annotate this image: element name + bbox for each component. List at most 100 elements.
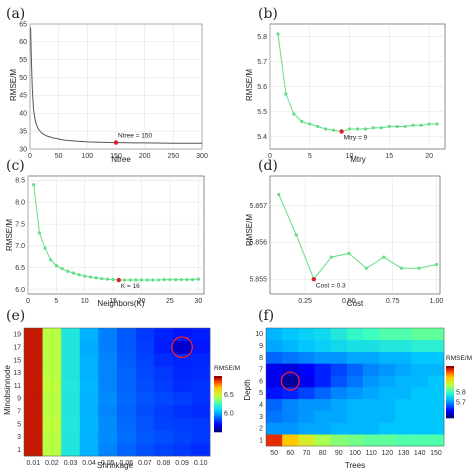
panel-e-heatmap-cell (154, 404, 174, 418)
panel-d-xlabel: Cost (347, 299, 364, 308)
panel-f-xtick-label: 150 (430, 450, 442, 457)
panel-f-colorbar-segment (446, 366, 454, 369)
panel-e-heatmap-cell (135, 430, 155, 444)
panel-c-plot: 6.0 6.5 7.0 7.5 8.0 8.5 0 5 10 15 20 25 30 K = 16 (15, 175, 205, 305)
panel-a-series-line (30, 27, 202, 144)
panel-f-colorbar-segment (446, 385, 454, 388)
panel-e-heatmap-cell (79, 379, 99, 393)
panel-f-ytick-label: 6 (259, 378, 263, 385)
panel-f-heatmap-cell (330, 422, 348, 435)
panel-b-xtick-label: 20 (425, 153, 433, 160)
panel-d-data-point (329, 255, 333, 259)
panel-e-heatmap-cell (135, 392, 155, 406)
panel-d-data-point (277, 192, 281, 197)
panel-f-heatmap-cell (314, 328, 332, 341)
panel-e-xtick-label: 0.09 (175, 460, 189, 467)
panel-b-data-point (387, 124, 391, 129)
panel-d-xtick-label: 0.50 (342, 298, 356, 305)
panel-c-data-point (100, 277, 104, 281)
panel-e-heatmap-cell (172, 340, 192, 354)
panel-f-heatmap-cell (379, 434, 396, 447)
panel-b-ytick-label: 5.7 (257, 59, 267, 66)
panel-a-xtick-label: 200 (139, 153, 151, 160)
panel-f-colorbar-segment (446, 374, 454, 378)
panel-e-heatmap-cell (61, 353, 81, 367)
panel-e-heatmap-cell (61, 379, 81, 393)
panel-e-heatmap-cell (172, 430, 192, 444)
panel-c-data-point (179, 277, 183, 282)
panel-f-heatmap-cell (346, 410, 364, 423)
panel-e-heatmap-cell (135, 328, 155, 342)
panel-e-heatmap-cell (117, 328, 136, 342)
panel-e-heatmap-cell (98, 443, 118, 457)
panel-b-xtick-label: 10 (346, 153, 354, 160)
panel-b-data-point (316, 124, 320, 129)
panel-e-xtick-label: 0.08 (157, 460, 171, 467)
panel-e-heatmap-cell (98, 404, 118, 418)
panel-f-heatmap-cell (379, 363, 396, 376)
panel-f-xtick-label: 70 (303, 450, 311, 457)
panel-e-heatmap-cell (117, 443, 136, 457)
panel-f-heatmap-cell (266, 398, 283, 411)
panel-a-label: (a) (6, 6, 25, 22)
panel-c-data-point (145, 278, 149, 282)
panel-f-colorbar-segment (446, 387, 454, 391)
panel-f-heatmap-cell (379, 387, 396, 400)
panel-f-heatmap-cell (363, 328, 380, 341)
panel-f-heatmap-cell (298, 351, 315, 364)
panel-d-optimum-point (311, 277, 317, 282)
panel-c-ytick-label: 6.0 (15, 287, 25, 294)
panel-e-heatmap-cell (98, 392, 118, 406)
panel-f-colorbar-segment (446, 379, 454, 382)
panel-f-heatmap-cell (427, 375, 445, 388)
panel-f-xtick-label: 90 (335, 450, 343, 457)
panel-b-data-point (355, 127, 360, 131)
panel-b-ytick-label: 5.8 (257, 34, 267, 41)
panel-e-heatmap-cell (42, 404, 62, 418)
panel-b-data-point (435, 122, 439, 126)
panel-e-colorbar-segment (214, 397, 222, 400)
panel-e-colorbar-segment (214, 415, 222, 419)
panel-f-xtick-label: 50 (270, 450, 278, 457)
panel-e-heatmap-cell (98, 379, 118, 393)
panel-d-plot: 5.855 5.856 5.857 0.25 0.50 0.75 1.00 Cost = 0.… (249, 175, 443, 305)
panel-f-heatmap-cell (379, 375, 396, 388)
panel-e-heatmap-cell (172, 379, 192, 393)
panel-f-heatmap-cell (411, 410, 429, 423)
panel-f-heatmap-cell (346, 434, 364, 447)
panel-d-data-point (434, 262, 439, 267)
panel-f-ytick-label: 9 (259, 343, 263, 350)
panel-c-ytick-label: 7.5 (15, 221, 25, 228)
panel-c-xtick-label: 10 (81, 298, 89, 305)
panel-f-heatmap-cell (411, 375, 429, 388)
panel-e-heatmap-cell (42, 366, 62, 380)
panel-d-series-line (278, 194, 437, 281)
panel-e-heatmap-cell (24, 340, 43, 354)
panel-e-heatmap-cell (79, 328, 99, 342)
panel-a-ytick-label: 40 (19, 111, 27, 118)
panel-e-heatmap-cell (191, 328, 211, 342)
panel-f-heatmap-cell (411, 351, 429, 364)
panel-f-heatmap-cell (266, 339, 283, 352)
panel-d-data-point (382, 255, 386, 259)
panel-e-colorbar-segment (214, 429, 222, 433)
panel-e-colorbar-segment (214, 392, 222, 395)
panel-e-colorbar-segment (214, 385, 222, 388)
panel-e-heatmap-cell (191, 404, 211, 418)
panel-c-data-point (134, 278, 138, 282)
panel-b-plot: 5.4 5.5 5.6 5.7 5.8 0 5 10 15 20 Mtry = 9 (257, 23, 446, 160)
panel-a-xtick-label: 100 (81, 153, 93, 160)
panel-e-heatmap-cell (61, 328, 81, 342)
panel-e-colorbar-tick-label: 6.0 (224, 411, 234, 418)
panel-d-ytick-label: 5.856 (249, 240, 267, 247)
panel-e-heatmap-cell (98, 353, 118, 367)
panel-e-heatmap-cell (61, 340, 81, 354)
panel-f-xtick-label: 60 (286, 450, 294, 457)
panel-f-colorbar-segment (446, 405, 454, 408)
panel-f-heatmap-cell (282, 410, 299, 423)
panel-f-ytick-label: 8 (259, 355, 263, 362)
panel-e-colorbar-segment (214, 401, 222, 405)
panel-e-heatmap-cell (135, 379, 155, 393)
panel-e-heatmap-cell (79, 404, 99, 418)
